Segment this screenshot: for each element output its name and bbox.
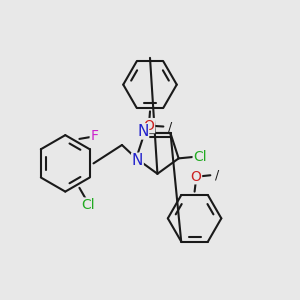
Text: /: / [215,169,219,182]
Text: Cl: Cl [81,198,94,212]
Text: O: O [144,118,154,133]
Text: /: / [168,120,172,133]
Text: N: N [132,153,143,168]
Text: F: F [90,129,98,143]
Text: N: N [137,124,148,139]
Text: O: O [190,170,202,184]
Text: Cl: Cl [193,150,207,164]
